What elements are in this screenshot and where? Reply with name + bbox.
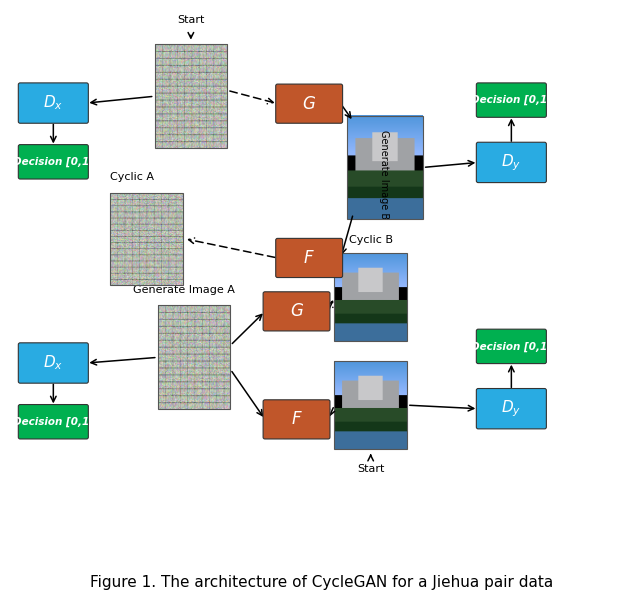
Text: Generate Image B: Generate Image B: [379, 131, 388, 219]
Bar: [155, 44, 227, 148]
Text: Cyclic A: Cyclic A: [111, 172, 154, 182]
FancyBboxPatch shape: [476, 329, 547, 364]
Text: $D_y$: $D_y$: [501, 152, 522, 173]
FancyBboxPatch shape: [476, 389, 547, 429]
FancyBboxPatch shape: [19, 343, 88, 383]
Text: Decision [0,1]: Decision [0,1]: [13, 157, 94, 167]
Text: Generate Image A: Generate Image A: [132, 285, 234, 295]
Text: $F$: $F$: [291, 410, 303, 428]
FancyBboxPatch shape: [476, 142, 547, 183]
Text: $F$: $F$: [303, 249, 315, 267]
Text: $D_x$: $D_x$: [44, 93, 63, 113]
Text: Decision [0,1]: Decision [0,1]: [13, 417, 94, 427]
FancyBboxPatch shape: [19, 83, 88, 123]
Bar: [334, 253, 407, 341]
Text: Decision [0,1]: Decision [0,1]: [471, 341, 552, 352]
Bar: [111, 193, 183, 285]
Text: Cyclic B: Cyclic B: [349, 235, 393, 245]
Text: Figure 1. The architecture of CycleGAN for a Jiehua pair data: Figure 1. The architecture of CycleGAN f…: [90, 575, 554, 590]
Text: $G$: $G$: [289, 302, 303, 320]
FancyBboxPatch shape: [263, 292, 330, 331]
FancyBboxPatch shape: [263, 400, 330, 439]
Text: Start: Start: [357, 464, 385, 474]
Text: Start: Start: [177, 16, 205, 25]
Text: $D_x$: $D_x$: [44, 353, 63, 373]
Text: $G$: $G$: [302, 95, 316, 113]
FancyBboxPatch shape: [19, 144, 88, 179]
Bar: [334, 361, 407, 449]
Bar: [157, 305, 230, 409]
FancyBboxPatch shape: [276, 84, 342, 123]
Text: Decision [0,1]: Decision [0,1]: [471, 95, 552, 105]
FancyBboxPatch shape: [19, 404, 88, 439]
Bar: [347, 116, 422, 219]
Text: $D_y$: $D_y$: [501, 398, 522, 419]
FancyBboxPatch shape: [276, 238, 342, 277]
FancyBboxPatch shape: [476, 83, 547, 117]
